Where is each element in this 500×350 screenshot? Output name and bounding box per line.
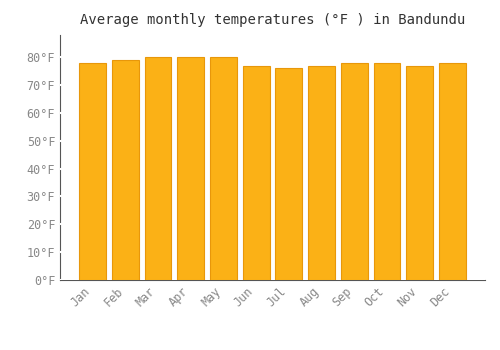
Bar: [178, 57, 204, 280]
Title: Average monthly temperatures (°F ) in Bandundu: Average monthly temperatures (°F ) in Ba…: [80, 13, 465, 27]
Bar: [210, 57, 237, 280]
Bar: [406, 66, 433, 280]
Bar: [439, 63, 466, 280]
Bar: [80, 63, 106, 280]
Bar: [341, 63, 367, 280]
Bar: [243, 66, 270, 280]
Bar: [144, 57, 172, 280]
Bar: [112, 60, 139, 280]
Bar: [276, 68, 302, 280]
Bar: [308, 66, 335, 280]
Bar: [374, 63, 400, 280]
